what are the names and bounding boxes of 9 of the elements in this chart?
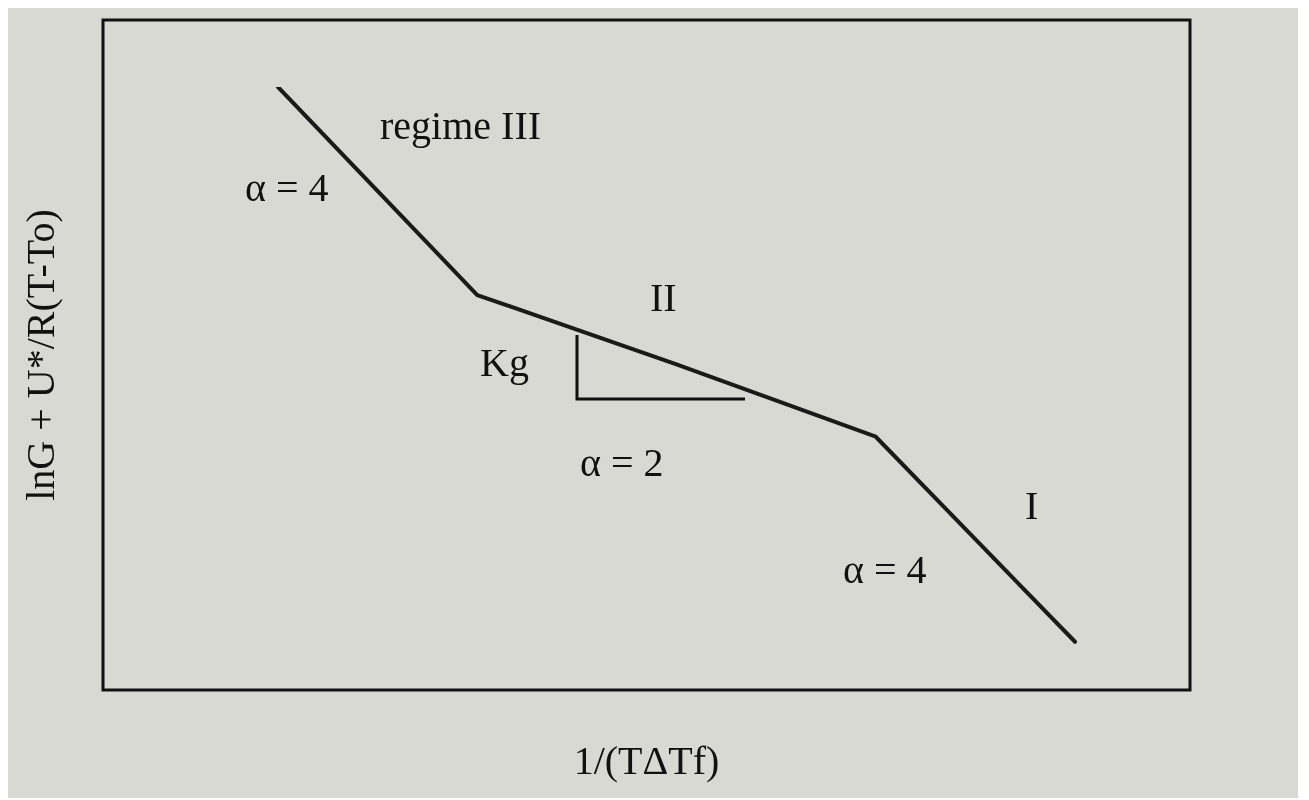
annotation: regime III bbox=[380, 102, 542, 148]
annotation: II bbox=[650, 274, 677, 320]
annotation: Kg bbox=[480, 339, 529, 385]
y-axis-title: lnG + U*/R(T-To) bbox=[17, 209, 63, 501]
annotation: α = 4 bbox=[245, 164, 329, 210]
annotation: α = 2 bbox=[580, 439, 664, 485]
annotation: I bbox=[1025, 482, 1039, 528]
annotation: α = 4 bbox=[843, 546, 927, 592]
x-axis-title: 1/(TΔTf) bbox=[573, 737, 720, 783]
